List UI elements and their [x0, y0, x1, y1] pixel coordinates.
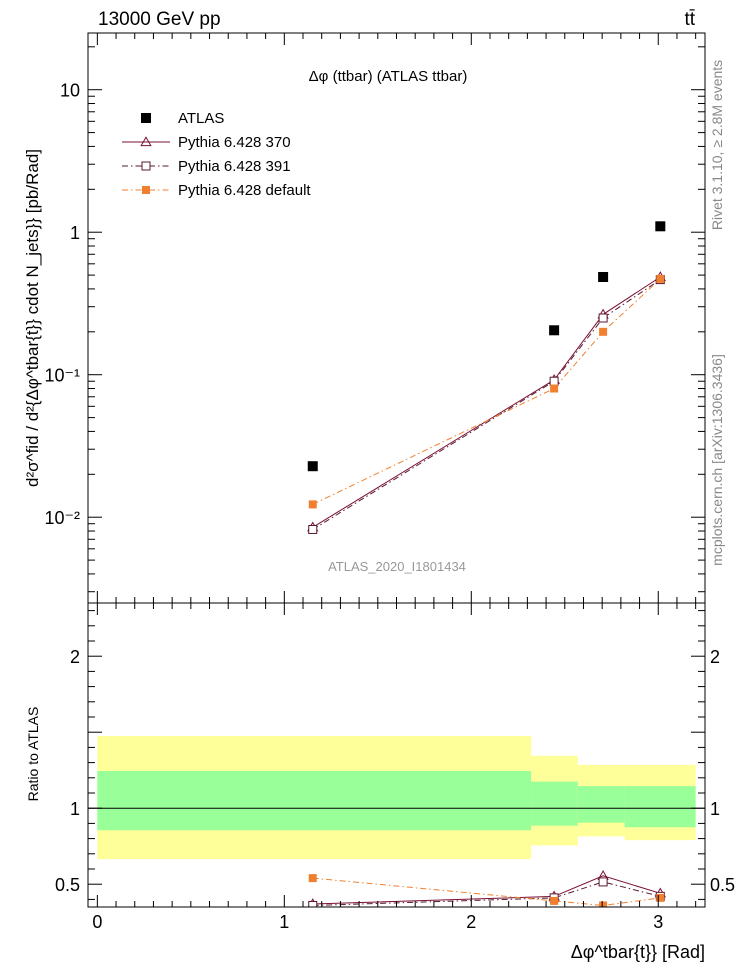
- main-y-tick-label: 10⁻²: [44, 508, 80, 528]
- ratio-point-s2-0: [308, 900, 318, 907]
- main-y-tick-label: 10: [60, 81, 80, 101]
- ratio-y-tick-label: 0.5: [55, 875, 80, 895]
- series-line-1: [312, 276, 661, 528]
- ratio-axis-ticks: 0.5 0.5 1 1 2 2 0 1 2 3: [55, 603, 735, 932]
- ratio-point-s2-2: [598, 877, 608, 887]
- x-tick-label: 0: [92, 912, 102, 932]
- main-plot-layer: [307, 221, 666, 534]
- data-point-s3-2: [599, 327, 608, 336]
- data-point-s3-0: [308, 500, 317, 509]
- legend-entry-0: ATLAS: [178, 110, 224, 127]
- ratio-y-tick-label-right: 1: [710, 799, 720, 819]
- ratio-line-1: [312, 875, 661, 905]
- ratio-band-inner-0: [97, 770, 532, 831]
- ratio-point-s3-3: [656, 893, 665, 902]
- legend-marker-2: [141, 161, 151, 171]
- ratio-y-tick-label-right: 2: [710, 647, 720, 667]
- series-line-3: [312, 278, 661, 505]
- data-point-s0-3: [655, 221, 666, 232]
- data-point-s0-1: [549, 325, 560, 336]
- watermark: ATLAS_2020_I1801434: [328, 559, 466, 574]
- ratio-point-s3-2: [599, 901, 608, 907]
- ratio-band-inner-3: [624, 786, 696, 828]
- process-label: tt̄: [684, 9, 695, 30]
- ratio-point-s3-1: [550, 896, 559, 905]
- data-point-s0-2: [598, 271, 609, 282]
- main-y-tick-label: 10⁻¹: [44, 366, 80, 386]
- legend-marker-3: [142, 186, 150, 194]
- ratio-series-group: [307, 870, 666, 907]
- ratio-plot-layer: [88, 736, 705, 907]
- main-title: Δφ (ttbar) (ATLAS ttbar): [309, 68, 468, 85]
- ratio-y-tick-label: 2: [70, 647, 80, 667]
- ratio-panel: 0.5 0.5 1 1 2 2 0 1 2 3 Ratio to ATLAS Δφ^tbar{t}…: [25, 602, 735, 962]
- main-axis-ticks: 10⁻² 10⁻¹ 1 10: [44, 33, 705, 603]
- x-axis-label: Δφ^tbar{t}} [Rad]: [571, 942, 705, 962]
- data-point-s2-1: [549, 376, 559, 386]
- legend-marker-1: [140, 136, 152, 147]
- x-tick-label: 1: [279, 912, 289, 932]
- legend-marker-0: [141, 113, 151, 123]
- mcplots-label: mcplots.cern.ch [arXiv:1306.3436]: [709, 354, 725, 566]
- series-line-2: [312, 279, 661, 530]
- rivet-label: Rivet 3.1.10, ≥ 2.8M events: [709, 60, 725, 230]
- legend: ATLAS Pythia 6.428 370 Pythia 6.428 391 Pyt…: [122, 110, 311, 199]
- ratio-band-inner-2: [577, 786, 625, 823]
- x-tick-label: 3: [653, 912, 663, 932]
- data-point-s0-0: [307, 461, 318, 472]
- ratio-band-inner-1: [531, 781, 578, 826]
- x-tick-label: 2: [466, 912, 476, 932]
- legend-entry-1: Pythia 6.428 370: [178, 134, 291, 151]
- energy-label: 13000 GeV pp: [98, 9, 221, 30]
- data-point-s3-3: [656, 274, 665, 283]
- main-y-tick-label: 1: [70, 223, 80, 243]
- legend-entry-3: Pythia 6.428 default: [178, 182, 311, 199]
- data-point-s3-1: [550, 384, 559, 393]
- main-ylabel: d²σ^fid / d²{Δφ^tbar{t}} cdot N_jets}} […: [23, 149, 42, 487]
- ratio-y-tick-label: 1: [70, 799, 80, 819]
- data-point-s2-2: [598, 313, 608, 323]
- main-panel: Δφ (ttbar) (ATLAS ttbar) ATLAS_2020_I180…: [23, 32, 706, 604]
- ratio-line-3: [312, 877, 661, 907]
- ratio-y-tick-label-right: 0.5: [710, 875, 735, 895]
- data-point-s2-0: [308, 524, 318, 534]
- ratio-ylabel: Ratio to ATLAS: [25, 707, 41, 802]
- legend-entry-2: Pythia 6.428 391: [178, 158, 291, 175]
- ratio-point-s3-0: [308, 874, 317, 883]
